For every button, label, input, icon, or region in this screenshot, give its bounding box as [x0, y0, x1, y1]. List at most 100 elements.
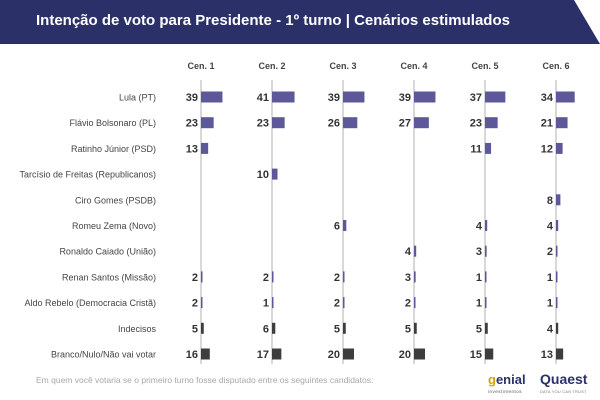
scenario-header: Cen. 1 — [187, 61, 214, 71]
data-value-label: 1 — [263, 298, 269, 310]
data-bar — [485, 348, 494, 360]
data-value-label: 23 — [470, 118, 482, 130]
data-value-label: 37 — [470, 92, 482, 104]
data-value-label: 1 — [547, 298, 553, 310]
data-bar — [201, 348, 210, 360]
data-value-label: 5 — [192, 323, 198, 335]
category-label: Branco/Nulo/Não vai votar — [51, 350, 156, 360]
data-value-label: 1 — [476, 298, 482, 310]
data-value-label: 2 — [334, 298, 340, 310]
data-value-label: 2 — [547, 246, 553, 258]
data-bar — [414, 117, 429, 129]
data-bar — [343, 322, 346, 334]
data-bar — [485, 245, 487, 257]
category-label: Indecisos — [118, 324, 157, 334]
data-value-label: 15 — [470, 349, 482, 361]
data-bar — [272, 348, 282, 360]
data-bar — [556, 297, 558, 309]
data-value-label: 4 — [547, 323, 554, 335]
category-label: Renan Santos (Missão) — [62, 272, 156, 282]
data-bar — [556, 245, 558, 257]
scenario-header: Cen. 2 — [258, 61, 285, 71]
data-bar — [485, 271, 487, 283]
category-label: Aldo Rebelo (Democracia Cristã) — [24, 298, 156, 308]
category-label: Ronaldo Caiado (União) — [59, 247, 156, 257]
data-value-label: 4 — [405, 246, 412, 258]
data-bar — [414, 297, 416, 309]
data-value-label: 13 — [541, 349, 553, 361]
data-value-label: 1 — [476, 272, 482, 284]
data-value-label: 41 — [257, 92, 269, 104]
data-value-label: 5 — [405, 323, 411, 335]
survey-question-footnote: Em quem você votaria se o primeiro turno… — [36, 375, 374, 385]
data-value-label: 20 — [328, 349, 340, 361]
data-value-label: 5 — [476, 323, 482, 335]
header-corner-cut — [574, 0, 600, 44]
category-label: Ciro Gomes (PSDB) — [75, 195, 156, 205]
data-bar — [272, 91, 295, 103]
data-bar — [556, 142, 563, 154]
data-bar — [485, 297, 487, 309]
data-bar — [272, 117, 285, 129]
data-bar — [272, 297, 274, 309]
data-bar — [343, 271, 345, 283]
data-bar — [414, 245, 417, 257]
data-value-label: 34 — [541, 92, 554, 104]
data-value-label: 5 — [334, 323, 340, 335]
data-value-label: 26 — [328, 118, 340, 130]
scenario-header: Cen. 4 — [400, 61, 427, 71]
scenario-header: Cen. 6 — [542, 61, 569, 71]
data-bar — [343, 297, 345, 309]
data-bar — [485, 142, 492, 154]
data-value-label: 39 — [328, 92, 340, 104]
data-value-label: 27 — [399, 118, 411, 130]
data-value-label: 23 — [186, 118, 198, 130]
data-value-label: 10 — [257, 169, 269, 181]
data-value-label: 2 — [263, 272, 269, 284]
data-bar — [343, 348, 354, 360]
category-label: Tarcísio de Freitas (Republicanos) — [19, 170, 156, 180]
data-value-label: 6 — [334, 221, 340, 233]
data-value-label: 39 — [186, 92, 198, 104]
data-value-label: 17 — [257, 349, 269, 361]
data-bar — [414, 348, 425, 360]
data-bar — [485, 220, 488, 231]
data-bar — [343, 91, 365, 103]
data-value-label: 11 — [470, 143, 482, 155]
data-bar — [414, 271, 416, 283]
data-value-label: 3 — [476, 246, 482, 258]
data-value-label: 20 — [399, 349, 411, 361]
data-bar — [201, 322, 204, 334]
data-value-label: 6 — [263, 323, 269, 335]
category-label: Ratinho Júnior (PSD) — [71, 144, 156, 154]
category-label: Lula (PT) — [119, 93, 156, 103]
data-value-label: 23 — [257, 118, 269, 130]
data-bar — [343, 220, 347, 231]
data-bar — [556, 322, 559, 334]
data-value-label: 2 — [192, 272, 198, 284]
data-bar — [485, 91, 506, 103]
data-value-label: 4 — [476, 221, 483, 233]
data-bar — [201, 117, 214, 129]
quaest-logo: Quaest DATA YOU CAN TRUST — [540, 371, 588, 394]
header-bar: Intenção de voto para Presidente - 1º tu… — [0, 0, 600, 44]
category-label: Romeu Zema (Novo) — [72, 221, 156, 231]
data-bar — [485, 322, 488, 334]
data-value-label: 16 — [186, 349, 198, 361]
genial-logo: genial investimentos — [488, 372, 526, 394]
page-title: Intenção de voto para Presidente - 1º tu… — [36, 12, 510, 29]
data-value-label: 21 — [541, 118, 553, 130]
data-bar — [556, 91, 575, 103]
data-bar — [556, 194, 561, 206]
data-value-label: 2 — [192, 298, 198, 310]
data-bar — [201, 271, 203, 283]
data-bar — [414, 322, 417, 334]
data-bar — [272, 168, 278, 180]
scenario-header: Cen. 5 — [471, 61, 498, 71]
data-bar — [272, 322, 276, 334]
vote-intention-chart: Cen. 1 Cen. 2 Cen. 3 Cen. 4 Cen. 5 Cen. 6 Lula… — [19, 61, 575, 364]
data-bar — [201, 297, 203, 309]
data-value-label: 39 — [399, 92, 411, 104]
data-value-label: 4 — [547, 221, 554, 233]
data-value-label: 2 — [334, 272, 340, 284]
